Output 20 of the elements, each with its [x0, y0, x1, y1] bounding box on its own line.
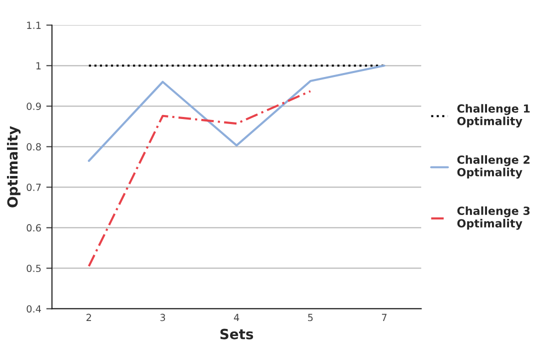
y-tick-label: 0.7: [26, 184, 41, 192]
line-series: [88, 64, 386, 162]
x-tick-label: 2: [86, 314, 92, 321]
y-tick-label: 1: [36, 62, 41, 70]
line-series: [88, 90, 312, 268]
legend-label: Challenge 2 Optimality: [457, 155, 530, 179]
x-tick-label: 4: [234, 314, 240, 321]
y-axis-title: Optimality: [6, 126, 21, 208]
y-tick-label: 0.6: [26, 224, 41, 232]
x-tick-label: 5: [308, 314, 313, 322]
x-tick-label: 7: [382, 314, 387, 321]
y-tick-label: 1.1: [27, 22, 41, 29]
legend-label: Challenge 1 Optimality: [457, 104, 530, 128]
x-axis-title: Sets: [220, 328, 254, 340]
legend-label: Challenge 3 Optimality: [457, 206, 530, 230]
y-tick-label: 0.9: [26, 102, 41, 110]
x-tick-label: 3: [160, 314, 166, 322]
y-tick-label: 0.5: [26, 264, 41, 272]
y-tick-label: 0.8: [26, 143, 41, 151]
y-tick-label: 0.4: [26, 305, 42, 313]
